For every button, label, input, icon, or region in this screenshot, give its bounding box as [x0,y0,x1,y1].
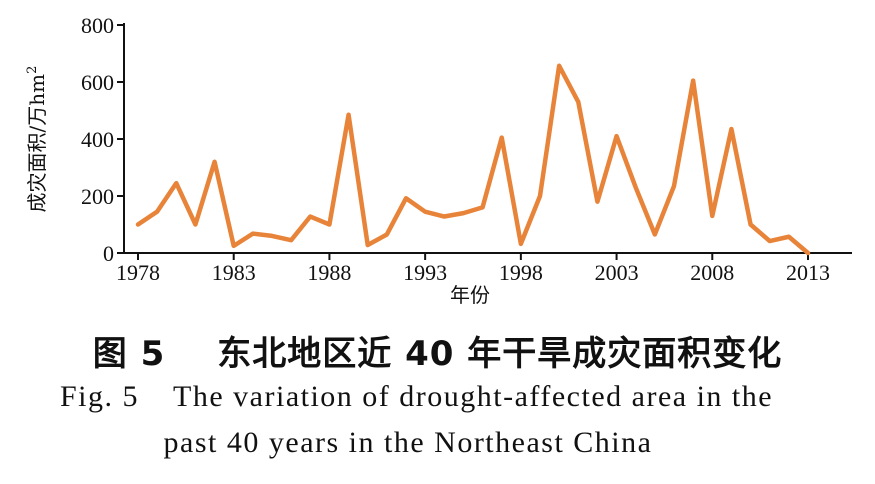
x-tick-label: 1988 [307,260,351,285]
y-axis-title: 成灾面积/万hm2 [25,66,49,213]
caption-english-line2: past 40 years in the Northeast China [163,426,653,459]
x-tick-label: 1978 [116,260,160,285]
series-group [135,63,811,256]
x-tick-label: 1998 [499,260,543,285]
x-tick-label: 2013 [786,260,830,285]
y-axis-title-group: 成灾面积/万hm2 [25,66,49,213]
x-axis-title: 年份 [450,283,490,307]
y-tick-label: 800 [81,13,114,38]
caption-cn-number: 图 5 [92,334,166,374]
caption-english-line1: Fig. 5 The variation of drought-affected … [60,380,820,414]
axes [123,23,852,254]
caption-en-title-line1: The variation of drought-affected area i… [173,380,774,413]
x-ticks: 1978 1983 1988 1993 1998 2003 2008 2013 [116,253,830,285]
y-tick-label: 600 [81,70,114,95]
series-line [135,63,811,256]
x-tick-label: 1983 [212,260,256,285]
y-tick-label: 0 [103,241,114,266]
y-tick-label: 200 [81,184,114,209]
x-tick-label: 2003 [595,260,639,285]
caption-chinese: 图 5 东北地区近 40 年干旱成灾面积变化 [0,326,875,375]
y-ticks: 0 200 400 600 800 [81,13,124,266]
caption-en-number: Fig. 5 [60,380,140,413]
x-tick-label: 2008 [690,260,734,285]
caption-cn-title: 东北地区近 40 年干旱成灾面积变化 [217,334,783,374]
y-axis-title-sup: 2 [25,66,40,74]
y-axis-title-text: 成灾面积/万hm [25,74,49,213]
x-tick-label: 1993 [403,260,447,285]
y-tick-label: 400 [81,127,114,152]
